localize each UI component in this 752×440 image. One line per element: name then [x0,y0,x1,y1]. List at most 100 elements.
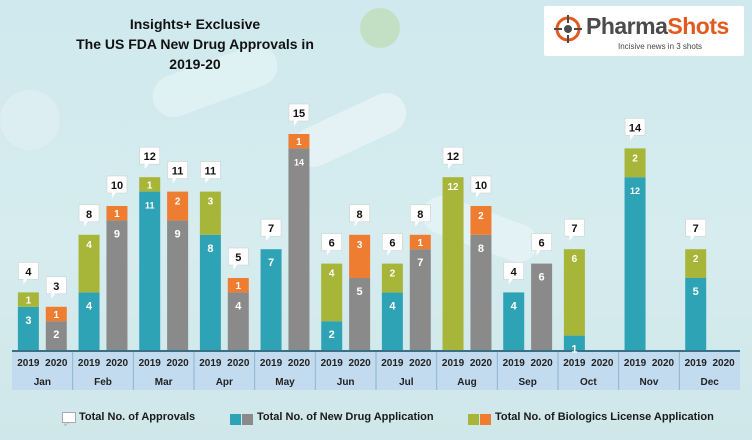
year-label: 2020 [166,358,189,369]
year-label: 2020 [227,358,250,369]
nda-value-label: 4 [235,300,242,312]
month-label: Jan [34,377,51,388]
legend-total-label: Total No. of Approvals [79,411,196,423]
bla-value-label: 4 [86,240,92,251]
total-callout-tail [536,250,541,256]
nda-bar-segment [260,249,282,350]
bla-bar-segment [624,148,646,178]
year-label: 2020 [409,358,432,369]
nda-bar-segment [17,306,39,350]
nda-value-label: 9 [114,228,120,240]
nda-value-label: 1 [571,344,577,356]
total-callout-box [167,161,188,179]
legend-bla: Total No. of Biologics License Applicati… [468,411,714,425]
total-callout-tail [354,221,359,227]
bla-bar-segment [685,249,707,278]
total-callout-box [139,146,161,165]
x-axis-line [12,350,740,352]
month-label: Jun [337,377,355,388]
bla-bar-segment [17,292,39,307]
total-callout-tail [205,178,210,184]
total-value-label: 8 [86,209,92,221]
bla-value-label: 1 [418,238,424,249]
nda-bar-segment [531,263,553,350]
total-callout-tail [233,264,238,270]
legend-nda: Total No. of New Drug Application [230,411,434,425]
total-callout-box [349,204,370,223]
year-label: 2019 [260,358,283,369]
total-callout-tail [326,250,331,256]
bla-value-label: 2 [693,254,699,265]
nda-value-label: 4 [86,300,93,312]
bla-bar-segment [470,206,492,235]
total-value-label: 14 [629,122,642,134]
nda-bar-segment [381,292,403,350]
year-label: 2020 [591,358,614,369]
year-label: 2020 [45,358,68,369]
nda-value-label: 5 [693,286,699,298]
total-value-label: 7 [693,223,699,235]
year-label: 2020 [530,358,553,369]
legend-nda-swatch-2020 [242,414,253,425]
background-pill [360,8,400,48]
month-label: Mar [155,377,173,388]
total-value-label: 11 [172,166,184,178]
month-label: May [275,377,295,388]
legend-total: Total No. of Approvals [62,411,196,426]
total-callout-tail [144,163,149,170]
nda-bar-segment [470,234,492,350]
nda-bar-segment [685,278,707,350]
month-label: Sep [518,377,536,388]
month-label: Jul [399,377,414,388]
bla-bar-segment [227,278,249,293]
bla-bar-segment [78,234,100,293]
nda-bar-segment [288,148,310,350]
total-value-label: 4 [511,266,518,278]
total-value-label: 4 [25,266,32,278]
nda-bar-segment [503,292,525,350]
nda-value-label: 2 [329,329,335,341]
bla-value-label: 12 [447,182,459,193]
nda-value-label: 3 [25,315,31,327]
year-label: 2019 [685,358,708,369]
bla-value-label: 3 [357,240,363,251]
bla-bar-segment [409,234,431,250]
year-label: 2020 [470,358,493,369]
total-callout-box [624,118,646,136]
total-callout-box [227,247,249,266]
nda-bar-segment [139,191,161,350]
bla-value-label: 6 [572,254,578,265]
bla-value-label: 2 [632,153,638,164]
bla-value-label: 2 [390,269,396,280]
bla-value-label: 1 [296,137,302,148]
nda-bar-segment [167,220,189,350]
year-label: 2020 [288,358,311,369]
total-value-label: 7 [571,223,577,235]
total-callout-tail [387,250,392,256]
nda-value-label: 4 [511,300,518,312]
year-label: 2019 [199,358,222,369]
bla-value-label: 1 [114,209,120,220]
nda-bar-segment [624,177,646,350]
nda-bar-segment [106,220,128,350]
total-callout-tail [172,178,177,184]
bla-value-label: 2 [478,211,484,222]
bla-value-label: 1 [54,310,60,321]
total-value-label: 7 [268,223,274,235]
nda-value-label: 6 [539,272,545,284]
bla-bar-segment [167,191,189,221]
month-label: Aug [457,377,476,388]
bla-value-label: 1 [26,296,32,307]
year-label: 2019 [139,358,162,369]
total-callout-box [503,262,525,280]
total-callout-box [564,218,585,237]
total-callout-box [321,233,343,251]
total-callout-box [18,262,39,280]
nda-bar-segment [45,321,67,350]
year-label: 2019 [17,358,40,369]
nda-bar-segment [409,249,431,350]
total-callout-tail [84,221,89,227]
bla-value-label: 2 [175,197,181,208]
title-line-1: Insights+ Exclusive [129,16,261,32]
total-callout-tail [415,221,420,227]
